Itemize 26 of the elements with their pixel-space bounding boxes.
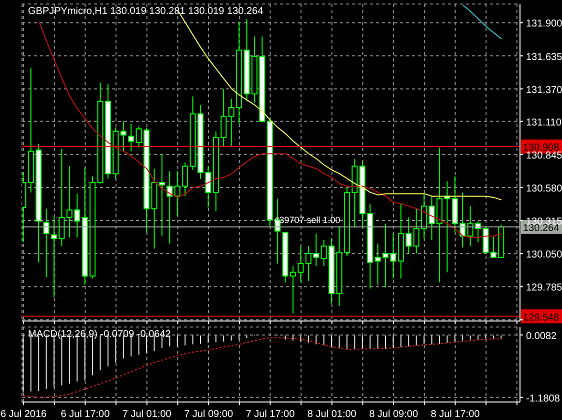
y-tick-label: 131.370 xyxy=(526,84,562,96)
y-tick-label: 130.580 xyxy=(526,183,562,194)
chart-title: MACD(12,26,9) -0.0709 -0.0642 xyxy=(27,329,172,340)
y-tick-label: 131.900 xyxy=(526,18,562,30)
x-tick-label: 8 Jul 09:00 xyxy=(369,409,418,420)
line-series xyxy=(462,4,502,40)
candlestick xyxy=(43,208,50,278)
y-tick-label: 131.110 xyxy=(526,117,562,128)
candlestick xyxy=(166,170,173,244)
candlestick xyxy=(128,123,134,152)
line-series xyxy=(38,20,502,238)
ref-line-label: 129.548 xyxy=(523,312,560,324)
x-tick-label: 8 Jul 01:00 xyxy=(307,409,357,420)
y-tick-label: 129.785 xyxy=(526,282,562,294)
y-tick-label: 0.0082 xyxy=(526,330,558,342)
y-tick-label: 130.050 xyxy=(526,250,562,261)
x-tick-label: 6 Jul 17:00 xyxy=(60,409,110,420)
x-tick-label: 8 Jul 17:00 xyxy=(430,409,480,420)
candlestick xyxy=(120,120,126,152)
y-tick-label: 131.635 xyxy=(526,52,562,63)
y-tick-label: -1.1808 xyxy=(526,393,560,404)
x-tick-label: 7 Jul 09:00 xyxy=(184,409,234,420)
candlestick xyxy=(158,153,165,237)
x-tick-label: 7 Jul 17:00 xyxy=(246,409,296,420)
x-tick-label: 7 Jul 01:00 xyxy=(122,409,172,420)
x-tick-label: 6 Jul 2016 xyxy=(0,409,48,420)
